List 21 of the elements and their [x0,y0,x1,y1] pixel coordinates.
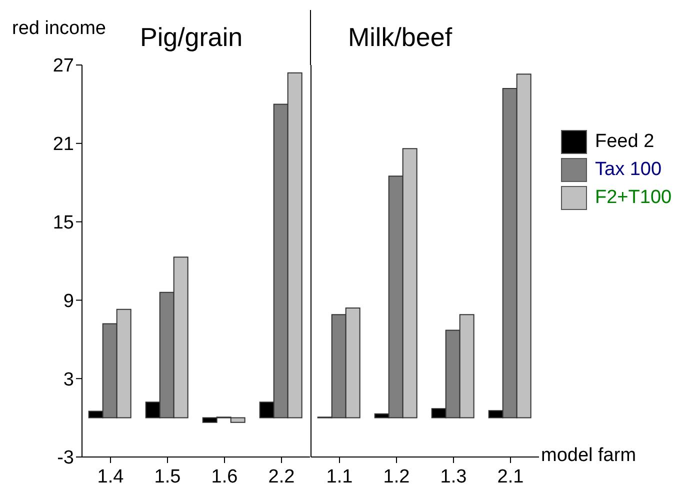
x-axis-title: model farm [541,445,636,467]
x-tick-label: 1.1 [326,466,353,488]
y-tick-label: 9 [63,290,74,312]
y-tick-label: 27 [52,56,74,77]
x-tick-label: 1.5 [154,466,181,488]
legend-label: Tax 100 [595,159,662,181]
legend-label: F2+T100 [595,187,672,209]
x-tick-label: 2.2 [268,466,295,488]
y-tick-label: 21 [52,134,74,156]
x-tick-label: 1.6 [211,466,238,488]
x-tick-label: 1.4 [97,466,124,488]
y-axis-title: red income [12,18,106,40]
y-tick-label: -3 [57,448,74,469]
x-tick-label: 2.1 [497,466,524,488]
x-tick-label: 1.3 [440,466,467,488]
chart-title: Pig/grain [140,22,243,53]
y-tick-label: 3 [63,369,74,390]
legend-label: Feed 2 [595,131,654,153]
y-tick-label: 15 [52,212,74,234]
x-tick-label: 1.2 [383,466,410,488]
chart-title: Milk/beef [348,22,452,53]
